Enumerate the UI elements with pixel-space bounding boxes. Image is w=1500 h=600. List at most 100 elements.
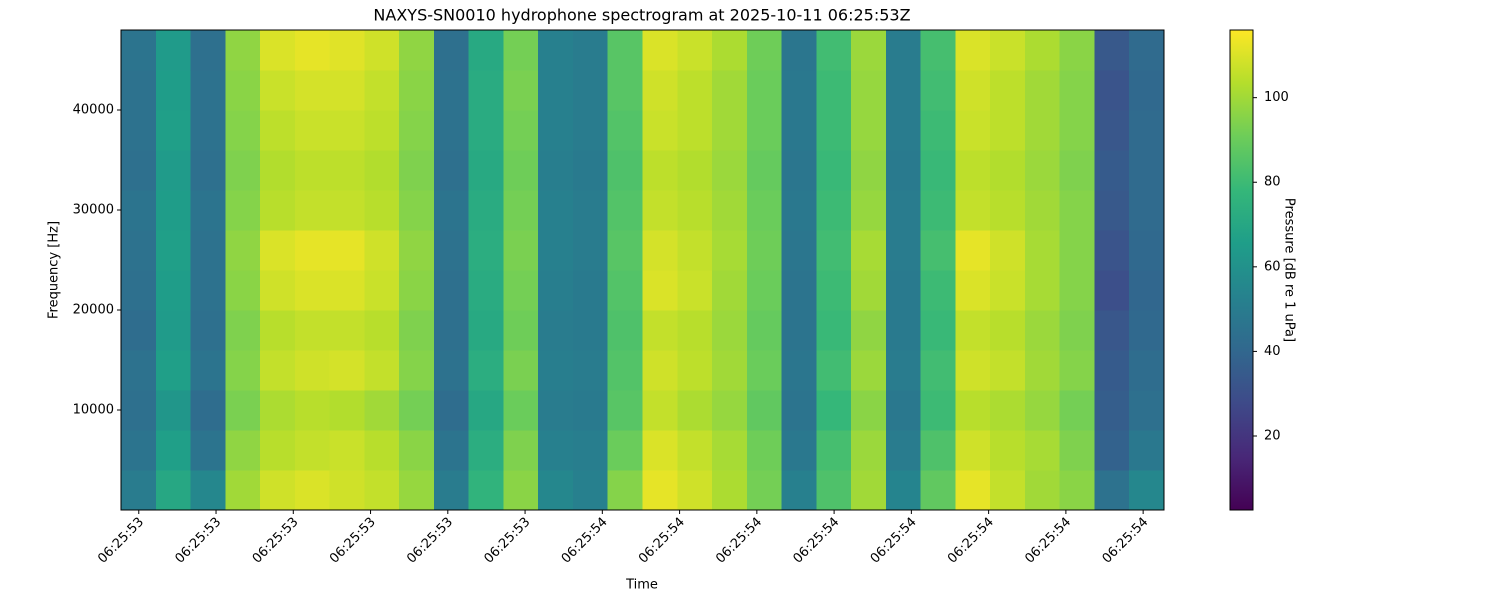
cell <box>1024 110 1061 151</box>
cell <box>990 430 1026 471</box>
cell <box>121 310 157 351</box>
cell <box>816 110 852 151</box>
cell <box>538 350 574 391</box>
cell <box>1129 430 1165 471</box>
cell <box>607 350 643 391</box>
cell <box>990 70 1026 111</box>
cell <box>260 390 296 431</box>
cell <box>1094 150 1130 191</box>
cell <box>816 310 852 351</box>
y-tick-label: 30000 <box>73 203 114 218</box>
cell <box>503 30 539 71</box>
cell <box>329 110 365 151</box>
cell <box>468 110 504 151</box>
cell <box>712 110 748 151</box>
cell <box>190 270 226 311</box>
cell <box>851 470 887 511</box>
cell <box>538 150 574 191</box>
cell <box>225 390 261 431</box>
cell <box>712 310 748 351</box>
cell <box>1129 270 1165 311</box>
x-tick-label: 06:25:53 <box>481 515 533 567</box>
heatmap-cells <box>121 30 1165 511</box>
cell <box>433 390 470 431</box>
x-tick-label: 06:25:53 <box>327 515 379 567</box>
cell <box>677 110 713 151</box>
cell <box>121 350 157 391</box>
cell <box>503 230 539 271</box>
x-tick-label: 06:25:54 <box>1100 515 1152 567</box>
cell <box>121 390 157 431</box>
cell <box>538 430 574 471</box>
cell <box>920 390 956 431</box>
cell <box>1024 350 1061 391</box>
cell <box>781 190 817 231</box>
cell <box>955 470 991 511</box>
cell <box>155 350 192 391</box>
cell <box>468 230 504 271</box>
cell <box>712 190 748 231</box>
cell <box>399 350 435 391</box>
cell <box>294 350 331 391</box>
cell <box>329 350 365 391</box>
cell <box>746 230 783 271</box>
cell <box>225 110 261 151</box>
cell <box>1129 310 1165 351</box>
cell <box>399 70 435 111</box>
cell <box>572 110 609 151</box>
cell <box>155 470 192 511</box>
cell <box>190 430 226 471</box>
cell <box>364 70 400 111</box>
cell <box>1129 470 1165 511</box>
cell <box>155 70 192 111</box>
cell <box>712 70 748 111</box>
cell <box>1024 230 1061 271</box>
cell <box>260 70 296 111</box>
cell <box>503 350 539 391</box>
y-axis-label: Frequency [Hz] <box>47 221 62 319</box>
cell <box>190 470 226 511</box>
cell <box>712 150 748 191</box>
cell <box>155 30 192 71</box>
cell <box>990 230 1026 271</box>
cell <box>433 150 470 191</box>
cell <box>572 430 609 471</box>
cell <box>851 390 887 431</box>
cell <box>364 150 400 191</box>
cell <box>746 470 783 511</box>
cell <box>364 310 400 351</box>
cell <box>990 190 1026 231</box>
cell <box>121 190 157 231</box>
cell <box>260 150 296 191</box>
cell <box>538 30 574 71</box>
cell <box>433 270 470 311</box>
cell <box>746 270 783 311</box>
cell <box>816 470 852 511</box>
cell <box>1129 30 1165 71</box>
cell <box>642 470 678 511</box>
cell <box>294 270 331 311</box>
cell <box>990 110 1026 151</box>
cell <box>572 310 609 351</box>
cell <box>468 150 504 191</box>
cell <box>607 270 643 311</box>
cell <box>1129 70 1165 111</box>
cell <box>816 350 852 391</box>
cell <box>503 390 539 431</box>
cell <box>468 390 504 431</box>
cell <box>712 30 748 71</box>
cell <box>364 230 400 271</box>
cell <box>607 230 643 271</box>
cell <box>885 70 922 111</box>
cell <box>294 470 331 511</box>
cell <box>1094 70 1130 111</box>
cell <box>190 390 226 431</box>
cell <box>1024 30 1061 71</box>
cell <box>1059 430 1095 471</box>
cell <box>677 190 713 231</box>
cell <box>503 190 539 231</box>
x-tick-label: 06:25:53 <box>250 515 302 567</box>
cell <box>1094 470 1130 511</box>
cell <box>399 470 435 511</box>
cell <box>399 190 435 231</box>
